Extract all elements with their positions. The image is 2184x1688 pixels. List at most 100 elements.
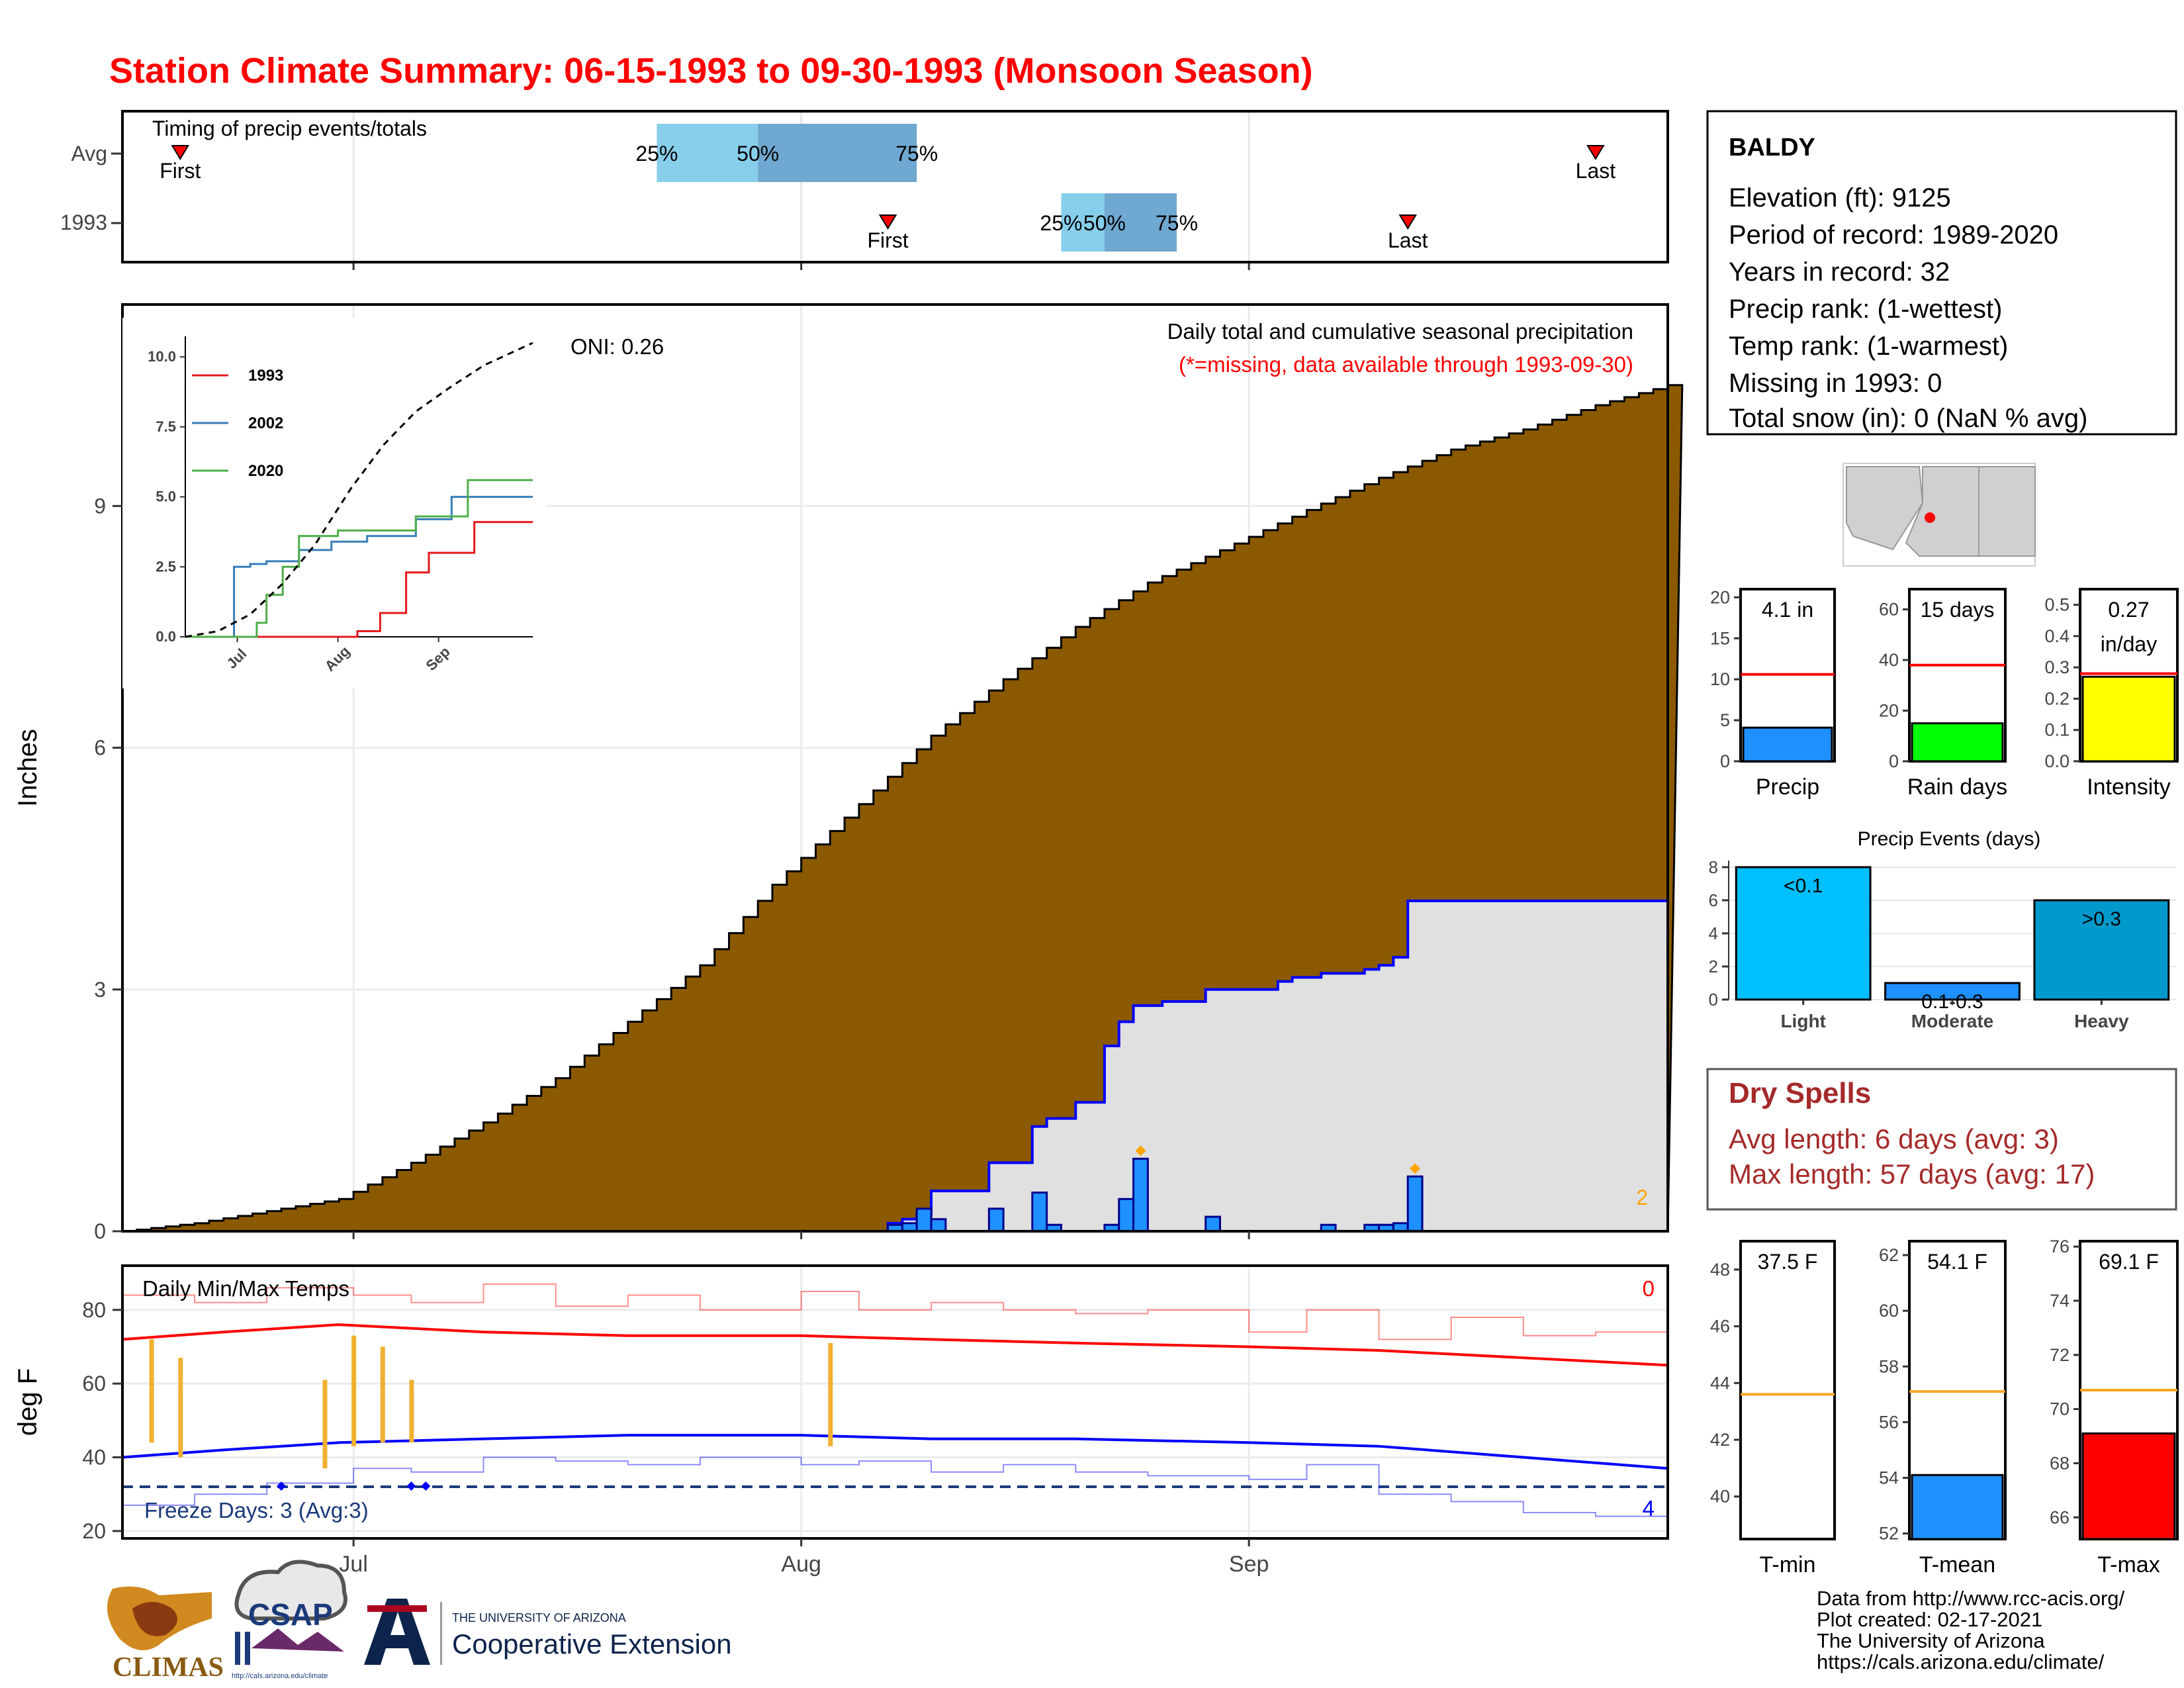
daily-precip-bar — [1132, 1157, 1149, 1233]
events-bar-label: <0.1 — [1784, 875, 1823, 897]
y-tick-label: 3 — [94, 978, 106, 1002]
inset-legend-label: 2002 — [248, 414, 283, 432]
mini-y-tick-label: 0.1 — [2044, 720, 2070, 740]
climas-logo-text: CLIMAS — [113, 1652, 224, 1683]
station-line: Period of record: 1989-2020 — [1729, 220, 2058, 250]
quartile-bar-25-50 — [657, 124, 758, 182]
mini-y-tick-label: 0.5 — [2044, 595, 2070, 615]
mini-y-tick-label: 66 — [2050, 1507, 2070, 1527]
mini-y-tick-label: 10 — [1710, 669, 1730, 689]
hot-days-count: 0 — [1643, 1276, 1655, 1301]
csap-url: http://cals.arizona.edu/climate — [232, 1672, 328, 1680]
mini-y-tick-label: 48 — [1710, 1260, 1730, 1280]
mini-value-bar — [2081, 675, 2176, 763]
events-y-tick-label: 0 — [1709, 990, 1718, 1009]
event-marker — [1398, 214, 1417, 230]
events-y-tick-label: 4 — [1709, 923, 1718, 943]
x-tick-label: Sep — [1229, 1552, 1269, 1577]
mini-value-bar — [1742, 726, 1833, 763]
daily-precip-bar — [1205, 1215, 1222, 1233]
station-line: Years in record: 32 — [1729, 258, 1950, 287]
logos: CLIMAS CSAP http://cals.arizona.edu/clim… — [107, 1560, 732, 1683]
timing-row-label-avg: Avg — [71, 142, 107, 165]
cold-days-count: 4 — [1643, 1496, 1655, 1521]
daily-precip-bar — [987, 1207, 1005, 1233]
page-title: Station Climate Summary: 06-15-1993 to 0… — [109, 51, 1313, 91]
diurnal-range-bar — [828, 1342, 833, 1446]
daily-precip-bar — [1406, 1175, 1424, 1233]
inset-y-tick-label: 5.0 — [156, 489, 176, 505]
mini-y-tick-label: 0 — [1720, 751, 1730, 771]
events-bar — [1884, 982, 2021, 1001]
mini-category-label: T-mean — [1919, 1552, 1995, 1577]
station-line: Total snow (in): 0 (NaN % avg) — [1729, 404, 2087, 433]
inset-y-tick-label: 7.5 — [156, 418, 176, 435]
quartile-label: 50% — [1083, 211, 1126, 235]
mini-chart-frame — [1739, 1240, 1836, 1540]
mini-y-tick-label: 58 — [1879, 1356, 1899, 1376]
mini-value-label: 37.5 F — [1758, 1250, 1818, 1274]
precip-summary-bars: 0 5 10 15 20 4.1 in Precip 0 20 40 60 15 days Rain d… — [1710, 587, 2179, 800]
quartile-label: 75% — [895, 142, 938, 165]
ua-coop-text: Cooperative Extension — [452, 1628, 732, 1660]
y-tick-label: 6 — [94, 736, 106, 760]
event-label: Last — [1388, 228, 1428, 252]
x-tick-label: Aug — [781, 1552, 821, 1577]
freeze-day-marker — [421, 1481, 431, 1491]
quartile-label: 50% — [737, 142, 779, 165]
mini-value-label: 54.1 F — [1927, 1250, 1987, 1274]
station-line: Missing in 1993: 0 — [1729, 369, 1942, 398]
mini-y-tick-label: 76 — [2050, 1237, 2070, 1256]
station-line: Temp rank: (1-warmest) — [1729, 332, 2008, 361]
temp-panel-title: Daily Min/Max Temps — [142, 1276, 349, 1301]
events-category-label: Heavy — [2074, 1011, 2129, 1031]
event-label: First — [867, 228, 908, 252]
inset-series-line — [185, 521, 533, 638]
quartile-label: 25% — [635, 142, 678, 165]
temp-summary-bars: 40 42 44 46 48 37.5 F T-min 52 54 56 58 60 62 54.1 F T… — [1710, 1237, 2179, 1577]
mini-value-label: 69.1 F — [2099, 1250, 2159, 1274]
mini-y-tick-label: 40 — [1879, 650, 1899, 670]
temp-series-line — [122, 1456, 1668, 1517]
station-location-dot — [1925, 512, 1935, 523]
event-label: First — [159, 159, 201, 183]
y-tick-label: 60 — [82, 1372, 106, 1395]
mini-value-label: 15 days — [1920, 598, 1994, 622]
inset-legend-label: 1993 — [248, 367, 283, 385]
station-line: Precip rank: (1-wettest) — [1729, 295, 2002, 324]
events-bar-label: >0.3 — [2082, 908, 2121, 930]
precip-corner-count: 2 — [1636, 1186, 1648, 1209]
mini-y-tick-label: 72 — [2050, 1345, 2070, 1365]
dry-spells-avg: Avg length: 6 days (avg: 3) — [1729, 1123, 2059, 1154]
mini-y-tick-label: 15 — [1710, 628, 1730, 648]
mini-y-tick-label: 0.3 — [2044, 657, 2070, 677]
daily-precip-bar — [1118, 1197, 1135, 1233]
mini-value-label: 4.1 in — [1762, 598, 1813, 622]
mini-y-tick-label: 0.2 — [2044, 688, 2070, 708]
precip-subheading: (*=missing, data available through 1993-… — [1179, 352, 1633, 377]
mini-category-label: Intensity — [2087, 774, 2171, 800]
mini-y-tick-label: 20 — [1879, 701, 1899, 721]
mini-category-label: Rain days — [1907, 774, 2007, 800]
y-tick-label: 9 — [94, 494, 106, 518]
mini-y-tick-label: 5 — [1720, 710, 1730, 730]
mini-value-bar — [1911, 1474, 2004, 1540]
y-tick-label: 0 — [94, 1219, 106, 1243]
daily-precip-bar — [1031, 1192, 1048, 1233]
precip-y-label: Inches — [13, 729, 42, 807]
precip-panel: 0 3 6 9 Inches Daily total and cumulative s… — [13, 303, 1684, 1243]
events-category-label: Moderate — [1911, 1011, 1993, 1031]
credits: Data from http://www.rcc-acis.org/ Plot … — [1817, 1587, 2125, 1673]
dry-spells-max: Max length: 57 days (avg: 17) — [1729, 1158, 2095, 1190]
inset-y-tick-label: 10.0 — [148, 348, 176, 365]
inset-series-line — [185, 342, 533, 638]
mini-category-label: T-max — [2097, 1552, 2160, 1577]
observed-cumulative-line — [886, 899, 1668, 1231]
ua-logo: THE UNIVERSITY OF ARIZONA Cooperative Ex… — [364, 1599, 732, 1665]
daily-precip-bar — [915, 1207, 933, 1233]
mini-y-tick-label: 0 — [1889, 751, 1899, 771]
mini-value-label: in/day — [2101, 632, 2157, 656]
